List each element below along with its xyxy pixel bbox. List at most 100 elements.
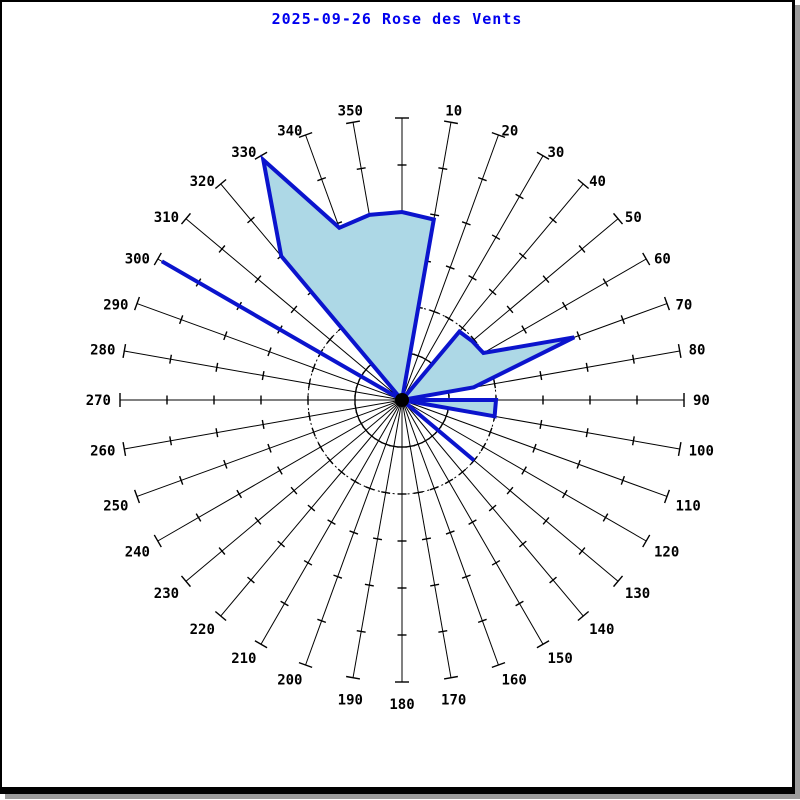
spoke-tick xyxy=(303,559,313,566)
spoke-tick xyxy=(602,278,609,287)
spoke-tick xyxy=(542,516,550,525)
spoke-tick xyxy=(362,365,370,374)
spoke-tick xyxy=(631,354,635,364)
spoke-tick xyxy=(356,167,366,171)
spoke-tick xyxy=(542,275,550,284)
spoke-tick xyxy=(346,675,361,680)
spoke-tick xyxy=(277,466,283,475)
spoke-tick xyxy=(677,441,682,456)
spoke-tick xyxy=(372,537,383,541)
spoke-tick xyxy=(549,576,557,584)
direction-label-220: 220 xyxy=(190,622,215,638)
spoke-tick xyxy=(461,221,471,226)
spoke-tick xyxy=(169,436,173,446)
spoke-tick xyxy=(506,305,514,314)
petal-sector-320-010 xyxy=(260,154,437,405)
spoke-tick xyxy=(326,335,334,344)
spoke-tick xyxy=(421,356,430,363)
spoke-tick xyxy=(491,131,506,139)
spoke-tick xyxy=(445,265,455,270)
spoke-tick xyxy=(491,234,501,241)
spoke-tick xyxy=(421,437,430,444)
spoke-tick xyxy=(576,459,581,469)
spoke-tick xyxy=(215,362,219,372)
center-dot xyxy=(395,393,409,407)
spoke-tick xyxy=(602,513,609,522)
spoke-tick xyxy=(254,275,262,284)
spoke-tick xyxy=(267,443,272,453)
spoke-tick xyxy=(663,296,671,311)
spoke-tick xyxy=(561,489,568,499)
spoke-tick xyxy=(506,486,514,495)
spoke-tick xyxy=(518,540,527,548)
spoke-tick xyxy=(532,443,537,453)
spoke-tick xyxy=(413,441,423,447)
spoke-tick xyxy=(428,432,437,440)
spoke-tick xyxy=(429,486,439,491)
direction-label-130: 130 xyxy=(625,586,650,602)
spoke-tick xyxy=(367,432,376,440)
spoke-tick xyxy=(215,428,219,438)
spoke-tick xyxy=(444,478,454,485)
spoke-tick xyxy=(585,362,589,372)
spoke-tick xyxy=(477,176,487,182)
spoke-tick xyxy=(218,245,226,253)
direction-label-170: 170 xyxy=(441,693,466,709)
spoke-tick xyxy=(236,489,243,499)
spoke-tick xyxy=(612,212,624,225)
spoke-tick xyxy=(311,363,316,373)
direction-labels: 10 20 30 40 50 60 70 80 90 100 110 120 130 140 150 160 1… xyxy=(86,104,714,714)
spoke-tick xyxy=(620,315,626,325)
spoke-tick xyxy=(362,426,370,435)
direction-label-60: 60 xyxy=(654,252,671,268)
direction-label-340: 340 xyxy=(277,124,302,140)
direction-label-270: 270 xyxy=(86,393,111,409)
spoke-tick xyxy=(488,427,493,437)
spoke-tick xyxy=(521,466,527,475)
spoke-tick xyxy=(261,419,265,430)
spoke-tick xyxy=(122,344,127,359)
spoke-tick xyxy=(254,516,262,525)
spoke-tick xyxy=(515,193,524,200)
direction-label-70: 70 xyxy=(676,298,693,314)
direction-label-10: 10 xyxy=(445,104,462,120)
direction-label-300: 300 xyxy=(125,252,150,268)
spoke-tick xyxy=(355,379,361,389)
spoke-tick xyxy=(365,486,375,491)
spoke-tick xyxy=(539,419,543,430)
spoke-tick xyxy=(488,504,497,512)
spoke-tick xyxy=(133,489,141,504)
direction-label-330: 330 xyxy=(231,145,256,161)
spoke-tick xyxy=(307,504,316,512)
direction-label-180: 180 xyxy=(389,697,414,713)
direction-label-140: 140 xyxy=(589,622,614,638)
spoke-tick xyxy=(277,540,286,548)
direction-label-90: 90 xyxy=(693,393,710,409)
spoke-tick xyxy=(468,275,477,281)
spoke-tick xyxy=(247,216,255,224)
spoke-tick xyxy=(438,629,448,633)
direction-label-350: 350 xyxy=(338,104,363,120)
spoke-tick xyxy=(280,600,289,607)
spoke-tick xyxy=(577,178,590,190)
spoke-tick xyxy=(223,459,228,469)
spoke-tick xyxy=(576,331,581,341)
spoke-tick xyxy=(515,600,524,607)
spoke-tick xyxy=(180,212,192,225)
spoke-tick xyxy=(577,610,590,622)
direction-label-310: 310 xyxy=(154,210,179,226)
spoke-tick xyxy=(358,419,365,428)
direction-label-200: 200 xyxy=(277,673,302,689)
spoke-tick xyxy=(178,315,184,325)
direction-label-190: 190 xyxy=(338,693,363,709)
petal-sector-040-080 xyxy=(396,328,576,403)
spoke-tick xyxy=(430,583,440,587)
spoke-tick xyxy=(491,559,501,566)
spoke-tick xyxy=(381,491,391,495)
direction-label-320: 320 xyxy=(190,174,215,190)
direction-label-100: 100 xyxy=(689,444,714,460)
spoke-tick xyxy=(178,475,184,485)
spoke-tick xyxy=(381,441,391,447)
direction-label-240: 240 xyxy=(125,545,150,561)
